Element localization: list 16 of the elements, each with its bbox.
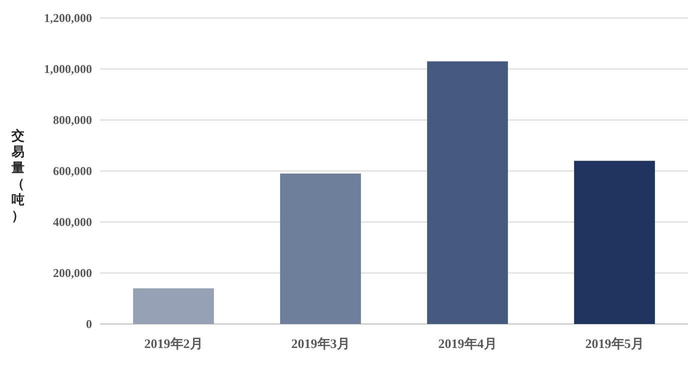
x-tick-label: 2019年5月	[585, 336, 644, 351]
y-tick-label: 1,200,000	[44, 11, 92, 25]
y-tick-label: 600,000	[53, 164, 92, 178]
x-tick-label: 2019年3月	[291, 336, 350, 351]
y-tick-label: 400,000	[53, 215, 92, 229]
bar	[280, 174, 361, 324]
bar	[427, 61, 508, 324]
y-tick-label: 1,000,000	[44, 62, 92, 76]
y-axis-title: 交易量（吨）	[10, 128, 24, 224]
bar	[574, 160, 655, 324]
y-tick-label: 0	[86, 317, 92, 331]
bar	[133, 288, 214, 324]
y-tick-label: 200,000	[53, 266, 92, 280]
x-tick-label: 2019年2月	[144, 336, 203, 351]
y-tick-label: 800,000	[53, 113, 92, 127]
x-tick-label: 2019年4月	[438, 336, 497, 351]
